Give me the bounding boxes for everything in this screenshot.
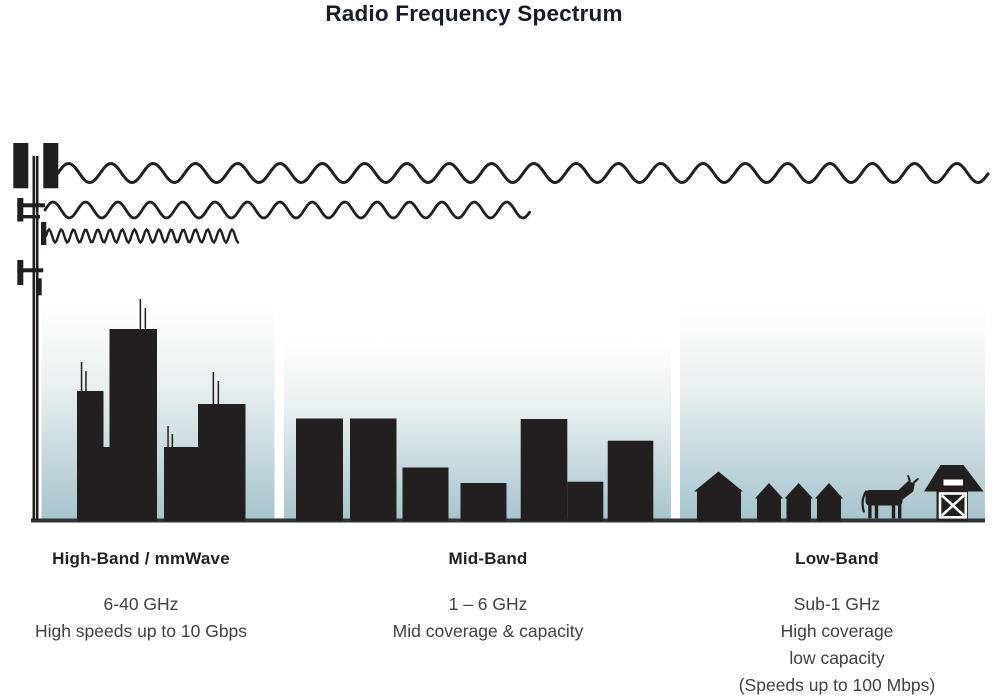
band-line: High speeds up to 10 Gbps [34,621,248,641]
band-line: low capacity [789,648,885,668]
cell-tower-part [17,215,40,219]
midband-city-skyline [296,418,654,521]
long-wavelength-wave [56,161,990,185]
building [402,467,449,521]
cell-tower-part [35,156,39,520]
cell-tower-part [17,198,24,222]
rooftop-antenna [144,308,147,329]
short-wavelength-wave [44,227,240,245]
medium-wavelength-wave [43,200,531,220]
building [460,483,507,521]
cell-tower-part [17,203,45,208]
building [520,419,568,521]
band-line: 1 – 6 GHz [448,594,528,614]
cell-tower-part [32,156,36,520]
highband-city-skyline [77,299,246,521]
building [77,391,104,521]
low-band-label: Low-Band Sub-1 GHz High coverage low cap… [712,549,962,699]
rooftop-antenna [80,362,83,391]
band-line: High coverage [780,621,894,641]
building [198,404,246,521]
cell-tower-part [43,143,59,189]
building [103,447,110,521]
building [164,447,198,521]
rooftop-antenna [212,372,215,404]
cell-tower-part [41,222,47,245]
band-line: Sub-1 GHz [793,594,881,614]
rooftop-antenna [171,434,174,447]
building [109,329,157,521]
band-heading: Mid-Band [448,549,528,568]
cell-tower-part [13,143,29,189]
cell-tower-part [17,260,24,285]
building [350,418,397,521]
mid-band-label: Mid-Band 1 – 6 GHz Mid coverage & capaci… [363,549,613,645]
band-heading: Low-Band [795,549,879,568]
building [567,481,604,521]
house-icon [755,483,783,521]
high-band-label: High-Band / mmWave 6-40 GHz High speeds … [16,549,266,645]
band-heading: High-Band / mmWave [52,549,230,568]
rooftop-antenna [167,426,169,447]
band-line: 6-40 GHz [103,594,179,614]
band-line: (Speeds up to 100 Mbps) [738,675,936,695]
barn-window-slot [943,479,963,486]
page-title: Radio Frequency Spectrum [325,1,623,26]
cell-tower-part [36,278,42,296]
lowband-rural-scene [694,465,984,521]
house-icon [815,483,843,521]
barn-icon [924,465,984,521]
house-icon [784,483,813,521]
ground-line [31,518,985,523]
cell-tower-part [17,268,44,273]
building [296,418,343,521]
rooftop-antenna [217,381,220,404]
cell-tower-icon [13,143,59,520]
building [607,440,654,521]
radio-waves [43,161,990,245]
cow-icon [861,475,919,519]
ground [31,518,985,523]
rooftop-antenna [139,299,142,329]
house-icon [694,471,743,521]
rooftop-antenna [85,371,87,391]
band-line: Mid coverage & capacity [392,621,584,641]
